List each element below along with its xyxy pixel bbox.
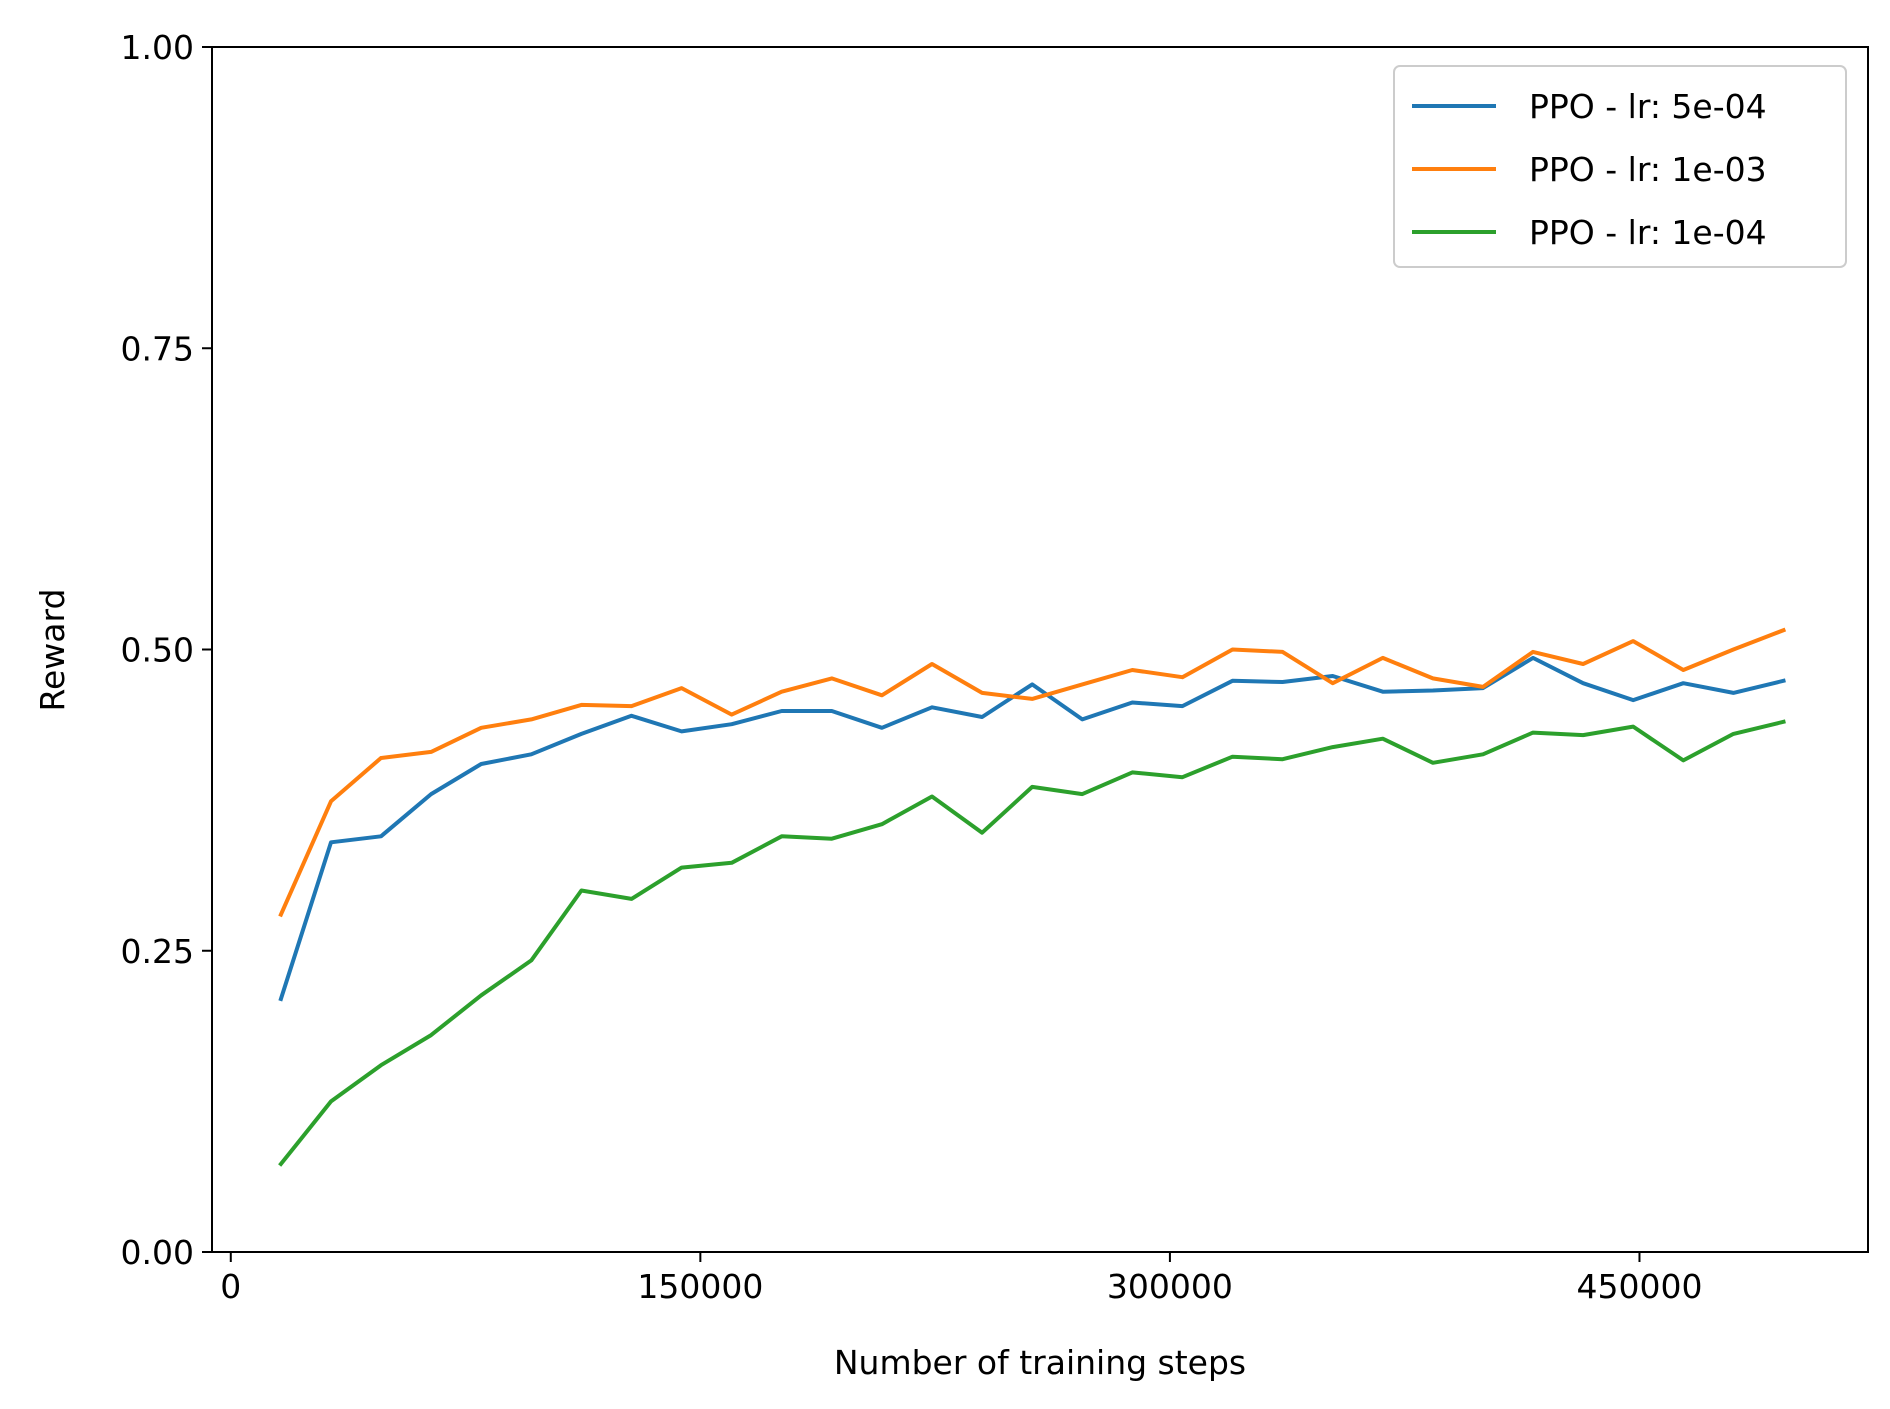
series-line-1	[278, 655, 1786, 1002]
series-line-2	[278, 627, 1787, 918]
y-tick-label: 0.00	[121, 1233, 194, 1272]
x-tick-label: 0	[220, 1267, 241, 1306]
x-tick-label: 300000	[1107, 1267, 1233, 1306]
y-tick-label: 0.50	[121, 631, 194, 670]
legend-frame	[1393, 65, 1847, 268]
y-axis-label: Reward	[33, 589, 72, 712]
x-tick-label: 150000	[637, 1267, 763, 1306]
y-tick-label: 1.00	[121, 28, 194, 67]
legend: PPO - lr: 5e-04 PPO - lr: 1e-03 PPO - lr: …	[1393, 65, 1847, 268]
y-tick-label: 0.75	[121, 329, 194, 368]
x-axis-label: Number of training steps	[834, 1343, 1246, 1382]
series-layer	[278, 627, 1787, 1167]
legend-label-2: PPO - lr: 1e-03	[1529, 150, 1767, 189]
y-tick-label: 0.25	[121, 932, 194, 971]
x-axis-ticks: 0 150000 300000 450000	[220, 1252, 1702, 1306]
series-line-3	[278, 719, 1786, 1167]
legend-label-3: PPO - lr: 1e-04	[1529, 213, 1767, 252]
legend-label-1: PPO - lr: 5e-04	[1529, 87, 1767, 126]
y-axis-ticks: 0.00 0.25 0.50 0.75 1.00	[121, 28, 212, 1272]
x-tick-label: 450000	[1576, 1267, 1702, 1306]
